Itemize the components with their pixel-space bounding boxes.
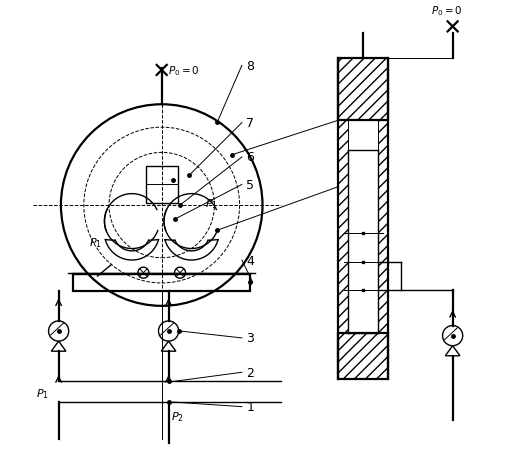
Text: $P_2$: $P_2$ [171, 409, 184, 423]
Text: 1: 1 [246, 400, 254, 413]
Text: 7: 7 [246, 117, 255, 130]
Bar [338, 334, 388, 379]
Bar [145, 167, 178, 203]
Text: $P_0=0$: $P_0=0$ [167, 64, 200, 78]
Text: $P_0=0$: $P_0=0$ [431, 5, 463, 18]
Bar [73, 274, 250, 291]
Bar [338, 59, 388, 121]
Text: $P_1$: $P_1$ [36, 386, 49, 400]
Bar [338, 121, 348, 334]
Text: $P_1$: $P_1$ [205, 196, 218, 210]
Text: $P_1$: $P_1$ [89, 235, 102, 249]
Text: 3: 3 [246, 332, 254, 344]
Text: 8: 8 [246, 60, 255, 73]
Text: 6: 6 [246, 151, 254, 164]
Text: 4: 4 [246, 254, 254, 267]
Text: 2: 2 [246, 366, 254, 379]
Bar [379, 121, 388, 334]
Text: 5: 5 [246, 179, 255, 192]
